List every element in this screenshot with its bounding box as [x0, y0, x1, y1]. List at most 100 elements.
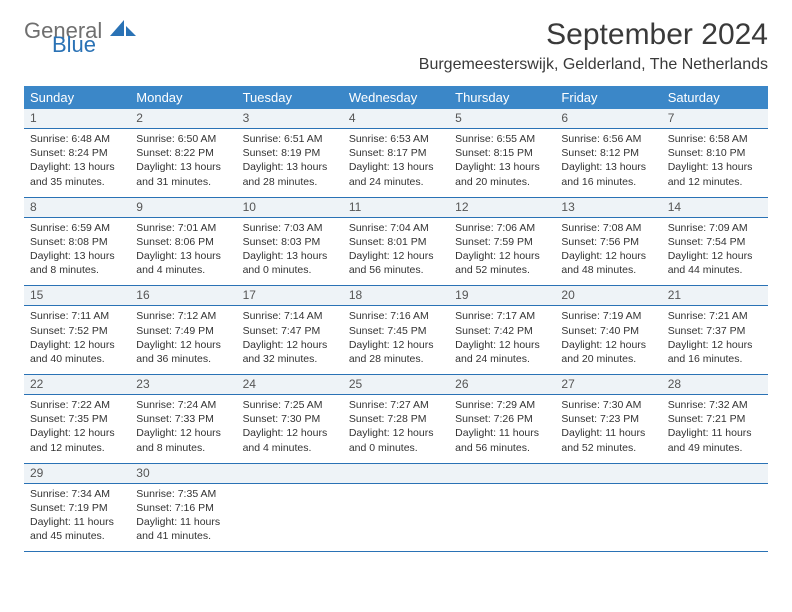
- weekday-label: Thursday: [449, 86, 555, 109]
- sunset-text: Sunset: 7:47 PM: [243, 324, 337, 338]
- week-row: Sunrise: 6:48 AMSunset: 8:24 PMDaylight:…: [24, 129, 768, 198]
- sunset-text: Sunset: 7:56 PM: [561, 235, 655, 249]
- sunset-text: Sunset: 7:37 PM: [668, 324, 762, 338]
- sunset-text: Sunset: 8:01 PM: [349, 235, 443, 249]
- sunrise-text: Sunrise: 7:21 AM: [668, 309, 762, 323]
- day-cell: Sunrise: 6:50 AMSunset: 8:22 PMDaylight:…: [130, 129, 236, 197]
- page-title: September 2024: [419, 18, 768, 52]
- daylight-text: Daylight: 12 hours and 56 minutes.: [349, 249, 443, 277]
- day-number: 6: [555, 109, 661, 128]
- day-number: 11: [343, 198, 449, 217]
- daylight-text: Daylight: 13 hours and 31 minutes.: [136, 160, 230, 188]
- daylight-text: Daylight: 12 hours and 8 minutes.: [136, 426, 230, 454]
- day-cell: Sunrise: 7:24 AMSunset: 7:33 PMDaylight:…: [130, 395, 236, 463]
- weekday-label: Wednesday: [343, 86, 449, 109]
- sunset-text: Sunset: 8:17 PM: [349, 146, 443, 160]
- day-number: 13: [555, 198, 661, 217]
- day-number-row: 2930: [24, 464, 768, 484]
- day-cell: Sunrise: 6:48 AMSunset: 8:24 PMDaylight:…: [24, 129, 130, 197]
- daylight-text: Daylight: 12 hours and 48 minutes.: [561, 249, 655, 277]
- sunset-text: Sunset: 7:26 PM: [455, 412, 549, 426]
- sunset-text: Sunset: 7:21 PM: [668, 412, 762, 426]
- day-cell: [555, 484, 661, 552]
- daylight-text: Daylight: 12 hours and 12 minutes.: [30, 426, 124, 454]
- sunrise-text: Sunrise: 7:32 AM: [668, 398, 762, 412]
- sunset-text: Sunset: 7:30 PM: [243, 412, 337, 426]
- day-number: 17: [237, 286, 343, 305]
- sunrise-text: Sunrise: 7:22 AM: [30, 398, 124, 412]
- sunrise-text: Sunrise: 6:56 AM: [561, 132, 655, 146]
- sunrise-text: Sunrise: 7:24 AM: [136, 398, 230, 412]
- sunset-text: Sunset: 8:03 PM: [243, 235, 337, 249]
- day-cell: Sunrise: 7:04 AMSunset: 8:01 PMDaylight:…: [343, 218, 449, 286]
- day-number: 8: [24, 198, 130, 217]
- day-number: 18: [343, 286, 449, 305]
- daylight-text: Daylight: 12 hours and 44 minutes.: [668, 249, 762, 277]
- sunrise-text: Sunrise: 6:53 AM: [349, 132, 443, 146]
- day-cell: Sunrise: 7:19 AMSunset: 7:40 PMDaylight:…: [555, 306, 661, 374]
- sunrise-text: Sunrise: 7:12 AM: [136, 309, 230, 323]
- sunrise-text: Sunrise: 7:17 AM: [455, 309, 549, 323]
- day-cell: Sunrise: 7:25 AMSunset: 7:30 PMDaylight:…: [237, 395, 343, 463]
- header: General Blue September 2024 Burgemeester…: [24, 18, 768, 74]
- week-row: Sunrise: 7:34 AMSunset: 7:19 PMDaylight:…: [24, 484, 768, 553]
- sunrise-text: Sunrise: 7:25 AM: [243, 398, 337, 412]
- sunrise-text: Sunrise: 7:30 AM: [561, 398, 655, 412]
- day-number: 9: [130, 198, 236, 217]
- sunset-text: Sunset: 7:42 PM: [455, 324, 549, 338]
- daylight-text: Daylight: 13 hours and 35 minutes.: [30, 160, 124, 188]
- weekday-header-row: SundayMondayTuesdayWednesdayThursdayFrid…: [24, 86, 768, 109]
- week-row: Sunrise: 7:11 AMSunset: 7:52 PM Daylight:…: [24, 306, 768, 375]
- weeks-container: 1234567Sunrise: 6:48 AMSunset: 8:24 PMDa…: [24, 109, 768, 552]
- day-number: 12: [449, 198, 555, 217]
- daylight-text: Daylight: 13 hours and 8 minutes.: [30, 249, 124, 277]
- sunset-text: Sunset: 8:06 PM: [136, 235, 230, 249]
- day-number: [449, 464, 555, 483]
- day-number-row: 22232425262728: [24, 375, 768, 395]
- daylight-text: Daylight: 12 hours and 36 minutes.: [136, 338, 230, 366]
- day-cell: Sunrise: 7:01 AMSunset: 8:06 PMDaylight:…: [130, 218, 236, 286]
- sunset-text: Sunset: 7:35 PM: [30, 412, 124, 426]
- day-number: [662, 464, 768, 483]
- day-number: 30: [130, 464, 236, 483]
- day-number: 27: [555, 375, 661, 394]
- day-cell: Sunrise: 7:27 AMSunset: 7:28 PMDaylight:…: [343, 395, 449, 463]
- brand-sail-icon: [110, 25, 136, 42]
- sunrise-text: Sunrise: 6:59 AM: [30, 221, 124, 235]
- day-cell: Sunrise: 7:29 AMSunset: 7:26 PMDaylight:…: [449, 395, 555, 463]
- day-cell: Sunrise: 6:59 AMSunset: 8:08 PMDaylight:…: [24, 218, 130, 286]
- day-number-row: 891011121314: [24, 198, 768, 218]
- day-cell: Sunrise: 7:03 AMSunset: 8:03 PMDaylight:…: [237, 218, 343, 286]
- day-number: [555, 464, 661, 483]
- sunrise-text: Sunrise: 7:06 AM: [455, 221, 549, 235]
- weekday-label: Saturday: [662, 86, 768, 109]
- daylight-text: Daylight: 12 hours and 16 minutes.: [668, 338, 762, 366]
- sunset-text: Sunset: 7:16 PM: [136, 501, 230, 515]
- daylight-text: Daylight: 11 hours and 52 minutes.: [561, 426, 655, 454]
- day-cell: [237, 484, 343, 552]
- daylight-text: Daylight: 12 hours and 0 minutes.: [349, 426, 443, 454]
- sunrise-text: Sunrise: 7:11 AM: [30, 309, 124, 323]
- day-cell: Sunrise: 7:32 AMSunset: 7:21 PMDaylight:…: [662, 395, 768, 463]
- sunset-text: Sunset: 8:15 PM: [455, 146, 549, 160]
- day-number: 20: [555, 286, 661, 305]
- calendar: SundayMondayTuesdayWednesdayThursdayFrid…: [24, 86, 768, 552]
- day-number: 7: [662, 109, 768, 128]
- sunrise-text: Sunrise: 6:51 AM: [243, 132, 337, 146]
- sunrise-text: Sunrise: 7:08 AM: [561, 221, 655, 235]
- day-number: 21: [662, 286, 768, 305]
- day-number: 1: [24, 109, 130, 128]
- day-cell: Sunrise: 7:08 AMSunset: 7:56 PMDaylight:…: [555, 218, 661, 286]
- day-cell: Sunrise: 7:22 AMSunset: 7:35 PMDaylight:…: [24, 395, 130, 463]
- sunset-text: Sunset: 8:12 PM: [561, 146, 655, 160]
- brand-logo: General Blue: [24, 18, 136, 55]
- day-number: 26: [449, 375, 555, 394]
- day-number: 25: [343, 375, 449, 394]
- brand-text: General Blue: [24, 18, 136, 55]
- sunrise-text: Sunrise: 7:04 AM: [349, 221, 443, 235]
- sunset-text: Sunset: 7:52 PM: [30, 324, 124, 338]
- sunset-text: Sunset: 8:10 PM: [668, 146, 762, 160]
- week-row: Sunrise: 6:59 AMSunset: 8:08 PMDaylight:…: [24, 218, 768, 287]
- day-number: 16: [130, 286, 236, 305]
- sunrise-text: Sunrise: 7:35 AM: [136, 487, 230, 501]
